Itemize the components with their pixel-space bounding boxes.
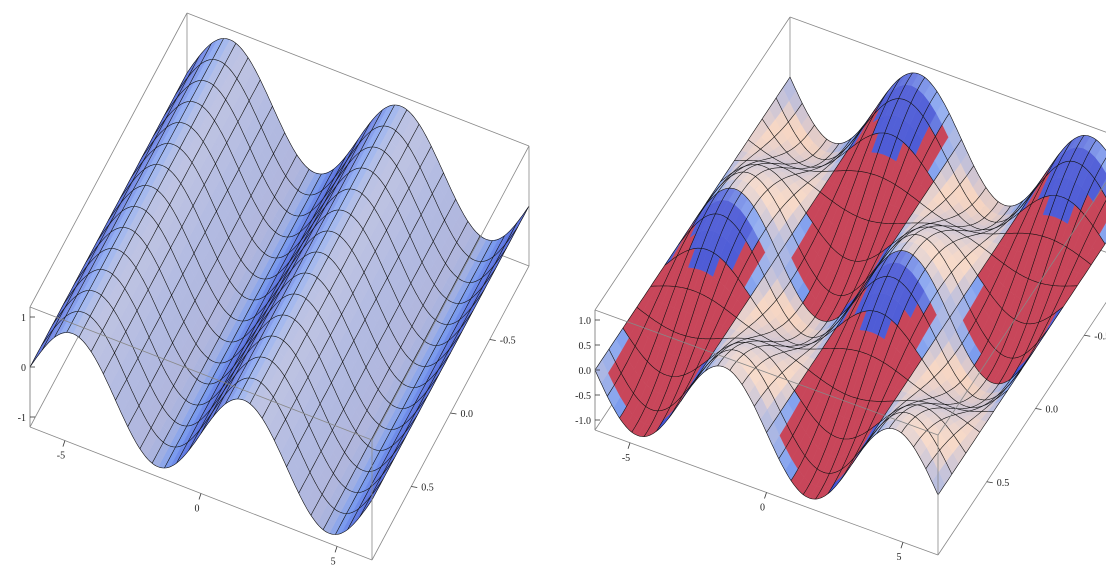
x-tick-mark — [900, 542, 904, 549]
y-tick-label: -0.5 — [1094, 331, 1106, 342]
y-tick-mark — [1035, 408, 1042, 410]
z-tick-label: 1 — [21, 313, 26, 324]
mesh-line-y — [40, 311, 384, 514]
mesh-line-y — [775, 97, 1106, 223]
mesh-line-y — [29, 332, 373, 535]
x-tick-label: -5 — [57, 451, 65, 462]
x-tick-label: 5 — [331, 556, 336, 567]
box-front-edge-3 — [186, 12, 530, 147]
mesh-line-y — [164, 80, 507, 283]
y-tick-mark — [1084, 334, 1091, 337]
mesh-line-y — [789, 72, 1106, 207]
x-tick-mark — [198, 493, 202, 500]
mesh-line-y — [130, 143, 474, 346]
mesh-line-y — [119, 164, 462, 367]
mesh-line-y — [175, 59, 519, 262]
x-tick-label: 0 — [195, 504, 200, 515]
mesh-line-y — [706, 171, 1050, 359]
box-front-edge-8 — [371, 145, 530, 441]
mesh-line-y — [692, 187, 1036, 385]
mesh-line-y — [734, 160, 1078, 287]
y-tick-mark — [411, 486, 418, 488]
box-front-edge-4 — [594, 16, 791, 311]
surface-plot-left: -5 0 5 0.5 0.0 -0.5 1 0 -1 — [18, 12, 530, 567]
mesh-lines — [29, 38, 530, 535]
box-front-edge-6 — [594, 309, 939, 436]
box-front-edge-8 — [937, 181, 1106, 436]
y-tick-label: 0.5 — [997, 478, 1010, 489]
box-front-edge-4 — [29, 12, 188, 308]
box-front-edge-3 — [789, 16, 1106, 133]
mesh-line-y — [678, 213, 1022, 401]
mesh-line-y — [761, 118, 1106, 245]
mesh-line-y — [85, 227, 429, 430]
y-tick-label: 0.5 — [421, 483, 434, 494]
ticks: -5 0 5 0.5 0.0 -0.5 1 0 -1 — [18, 313, 516, 567]
mesh-line-y — [748, 139, 1092, 266]
z-tick-label: 0.5 — [579, 341, 592, 352]
x-tick-label: -5 — [622, 453, 630, 464]
mesh-line-y — [63, 269, 406, 472]
z-tick-label: 0 — [21, 363, 26, 374]
surface — [29, 38, 530, 535]
mesh-line-y — [650, 285, 994, 412]
mesh-line-y — [74, 248, 418, 451]
mesh-line-y — [186, 38, 530, 241]
mesh-line-y — [52, 290, 395, 493]
y-tick-label: -0.5 — [500, 336, 516, 347]
x-tick-label: 5 — [896, 552, 901, 563]
z-tick-label: -1 — [18, 413, 26, 424]
x-tick-mark — [627, 442, 631, 449]
surface-plot-left-svg: -5 0 5 0.5 0.0 -0.5 1 0 -1 — [18, 12, 530, 567]
mesh-lines — [594, 72, 1106, 500]
surface-plot-right-svg: -5 0 5 0.5 0.0 -0.5 1.0 0.5 0.0 -0.5 -1.0 — [575, 16, 1106, 563]
mesh-line-y — [153, 101, 496, 304]
mesh-line-y — [636, 306, 980, 433]
box-front-edge-6 — [29, 306, 373, 441]
mesh-line-y — [594, 365, 939, 500]
y-tick-label: 0.0 — [1046, 405, 1059, 416]
y-tick-mark — [489, 339, 496, 341]
mesh-line-y — [97, 206, 440, 409]
ticks: -5 0 5 0.5 0.0 -0.5 1.0 0.5 0.0 -0.5 -1.0 — [575, 316, 1106, 563]
x-tick-mark — [334, 546, 338, 553]
z-tick-label: 1.0 — [579, 316, 592, 327]
mesh-line-y — [664, 247, 1008, 408]
x-tick-mark — [62, 440, 66, 447]
mesh-line-y — [720, 164, 1064, 325]
y-tick-mark — [986, 481, 993, 484]
x-tick-mark — [764, 492, 767, 499]
mesh-line-y — [141, 122, 485, 325]
z-tick-label: 0.0 — [579, 366, 592, 377]
z-tick-label: -0.5 — [575, 391, 591, 402]
mesh-line-y — [108, 185, 451, 388]
z-tick-label: -1.0 — [575, 416, 591, 427]
y-tick-mark — [450, 412, 457, 415]
mesh-line-y — [608, 348, 953, 475]
mesh-line-y — [622, 327, 967, 454]
surface-plot-right: -5 0 5 0.5 0.0 -0.5 1.0 0.5 0.0 -0.5 -1.0 — [553, 0, 1106, 577]
x-tick-label: 0 — [760, 503, 765, 514]
y-tick-label: 0.0 — [461, 409, 474, 420]
